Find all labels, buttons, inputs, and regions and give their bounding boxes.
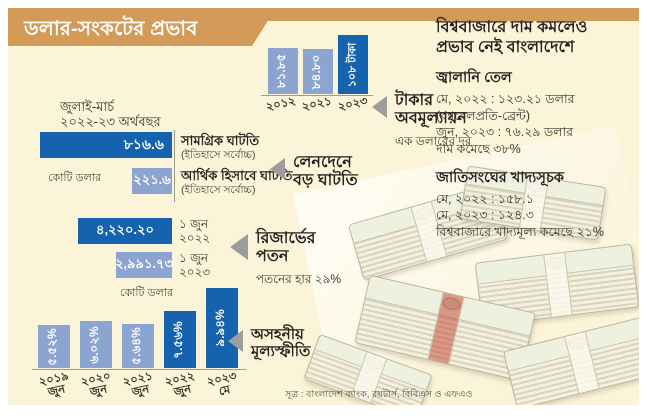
fuel-line: দাম কমেছে ৩৮% (436, 141, 521, 156)
bar-value: ৮১.৮৫ (274, 53, 288, 89)
food-line: মে, ২০২২ : ১৫৮.১ (436, 191, 534, 206)
x-axis (32, 369, 246, 370)
world-market-panel: বিশ্ববাজারে দাম কমলেও প্রভাব নেই বাংলাদে… (436, 18, 636, 240)
bar-value: ১০৮ টাকা (346, 42, 359, 87)
food-line: মে, ২০২৩ : ১২৪.৩ (436, 208, 534, 223)
fuel-line: (ব্যারেলপ্রতি-ব্রেন্ট) (436, 108, 530, 123)
caption-line: অবমূল্যায়ন (395, 110, 467, 128)
caption-transaction-deficit: লেনদেনে বড় ঘাটতি (270, 154, 358, 191)
food-section-title: জাতিসংঘের খাদ্যসূচক (436, 169, 564, 186)
panel-heading: বিশ্ববাজারে দাম কমলেও প্রভাব নেই বাংলাদে… (436, 19, 588, 56)
bar-reserve-2022: ৪,২২০.২০ (78, 218, 172, 244)
unit-label: কোটি ডলার (120, 287, 174, 299)
bar-category-label: সামগ্রিক ঘাটতি (ইতিহাসে সর্বোচ্চ) (181, 133, 260, 161)
x-tick: ২০২৩ মে (206, 370, 238, 399)
fuel-line: মে, ২০২২ : ১২৩.২১ ডলার (436, 92, 575, 106)
fuel-section-title: জ্বালানি তেল (436, 70, 512, 86)
caption-line: রিজার্ভের (256, 230, 316, 247)
bar-value: ২২১.৬ (133, 171, 171, 187)
bar-overall-deficit: ৮১৬.৬ (40, 132, 172, 158)
caption-line: বড় ঘাটতি (293, 172, 358, 190)
y-axis (174, 130, 175, 202)
caption-taka-devaluation: টাকার অবমূল্যায়ন এক ডলারের দর (372, 92, 471, 153)
caption-reserve-fall: রিজার্ভের পতন পতনের হার ২৯% (230, 230, 341, 291)
bar-value: ৭.৫৬% (171, 320, 185, 359)
bar-value: ৫.৬৪% (129, 327, 143, 365)
bar-reserve-2023: ২,৯৯১.৭৩ (115, 252, 173, 278)
caption-line: পতন (256, 248, 289, 266)
fuel-line: জুন, ২০২৩ : ৭৬.২৯ ডলার (436, 125, 573, 140)
caption-line: অসহনীয় (251, 326, 304, 343)
caption-subtitle: এক ডলারের দর (395, 133, 472, 148)
bar-value: ৬.০২% (87, 325, 101, 364)
x-axis (261, 95, 373, 96)
bar-2012: ৮১.৮৫ (268, 48, 298, 94)
infographic-canvas: ডলার-সংকটের প্রভাব ৮১.৮৫ ৮৪.৮০ ১০৮ টাকা … (8, 8, 639, 405)
bar-value: ৮১৬.৬ (123, 136, 164, 152)
left-arrow-icon (270, 158, 285, 180)
bar-value: ৮৪.৮০ (309, 54, 323, 89)
caption-line: লেনদেনে (293, 154, 352, 171)
left-arrow-icon (230, 234, 248, 260)
bar-2023: ৯.৯৪% (206, 288, 238, 368)
x-tick: ২০১২ (265, 95, 297, 114)
left-arrow-icon (372, 96, 387, 118)
unit-label: কোটি ডলার (48, 172, 102, 184)
page-title-text: ডলার-সংকটের প্রভাব (24, 18, 198, 40)
bar-2019: ৫.৫২% (38, 325, 70, 368)
x-tick: ২০২২ জুন (164, 370, 196, 400)
caption-line: টাকার (395, 92, 433, 109)
left-arrow-icon (228, 330, 243, 352)
x-tick: ২০২১ জুন (122, 370, 154, 400)
x-tick: ২০২৩ (337, 95, 369, 114)
period-label: জুলাই-মার্চ ২০২২-২৩ অর্থবছর (60, 99, 161, 129)
bar-category-label: ১ জুন ২০২৩ (179, 251, 211, 279)
bar-2020: ৬.০২% (80, 321, 112, 368)
x-tick: ২০২০ জুন (80, 370, 112, 400)
caption-note: পতনের হার ২৯% (256, 271, 342, 286)
x-tick: ২০১৯ জুন (38, 370, 70, 400)
bar-value: ৫.৫২% (45, 327, 59, 366)
bar-2023: ১০৮ টাকা (338, 35, 368, 94)
bar-category-label: আর্থিক হিসাবে ঘাটতি (ইতিহাসে সর্বোচ্চ) (181, 168, 293, 196)
caption-line: মূল্যস্ফীতি (251, 343, 311, 361)
bar-2021: ৫.৬৪% (122, 324, 154, 368)
bar-2021: ৮৪.৮০ (303, 49, 333, 94)
bar-2022: ৭.৫৬% (164, 311, 196, 368)
source-credit: সূত্র : বাংলাদেশ ব্যাংক, রয়টার্স, বিবিএ… (285, 389, 473, 400)
bar-value: ৪,২২০.২০ (96, 221, 154, 237)
bar-financial-deficit: ২২১.৬ (132, 168, 172, 194)
bar-value: ২,৯৯১.৭৩ (115, 255, 173, 271)
caption-inflation: অসহনীয় মূল্যস্ফীতি (228, 326, 310, 361)
bar-category-label: ১ জুন ২০২২ (179, 217, 211, 245)
x-tick: ২০২১ (301, 95, 333, 114)
food-line: বিশ্ববাজারে খাদ্যমূল্য কমেছে ২১% (436, 224, 604, 239)
page-title: ডলার-সংকটের প্রভাব (8, 8, 276, 46)
